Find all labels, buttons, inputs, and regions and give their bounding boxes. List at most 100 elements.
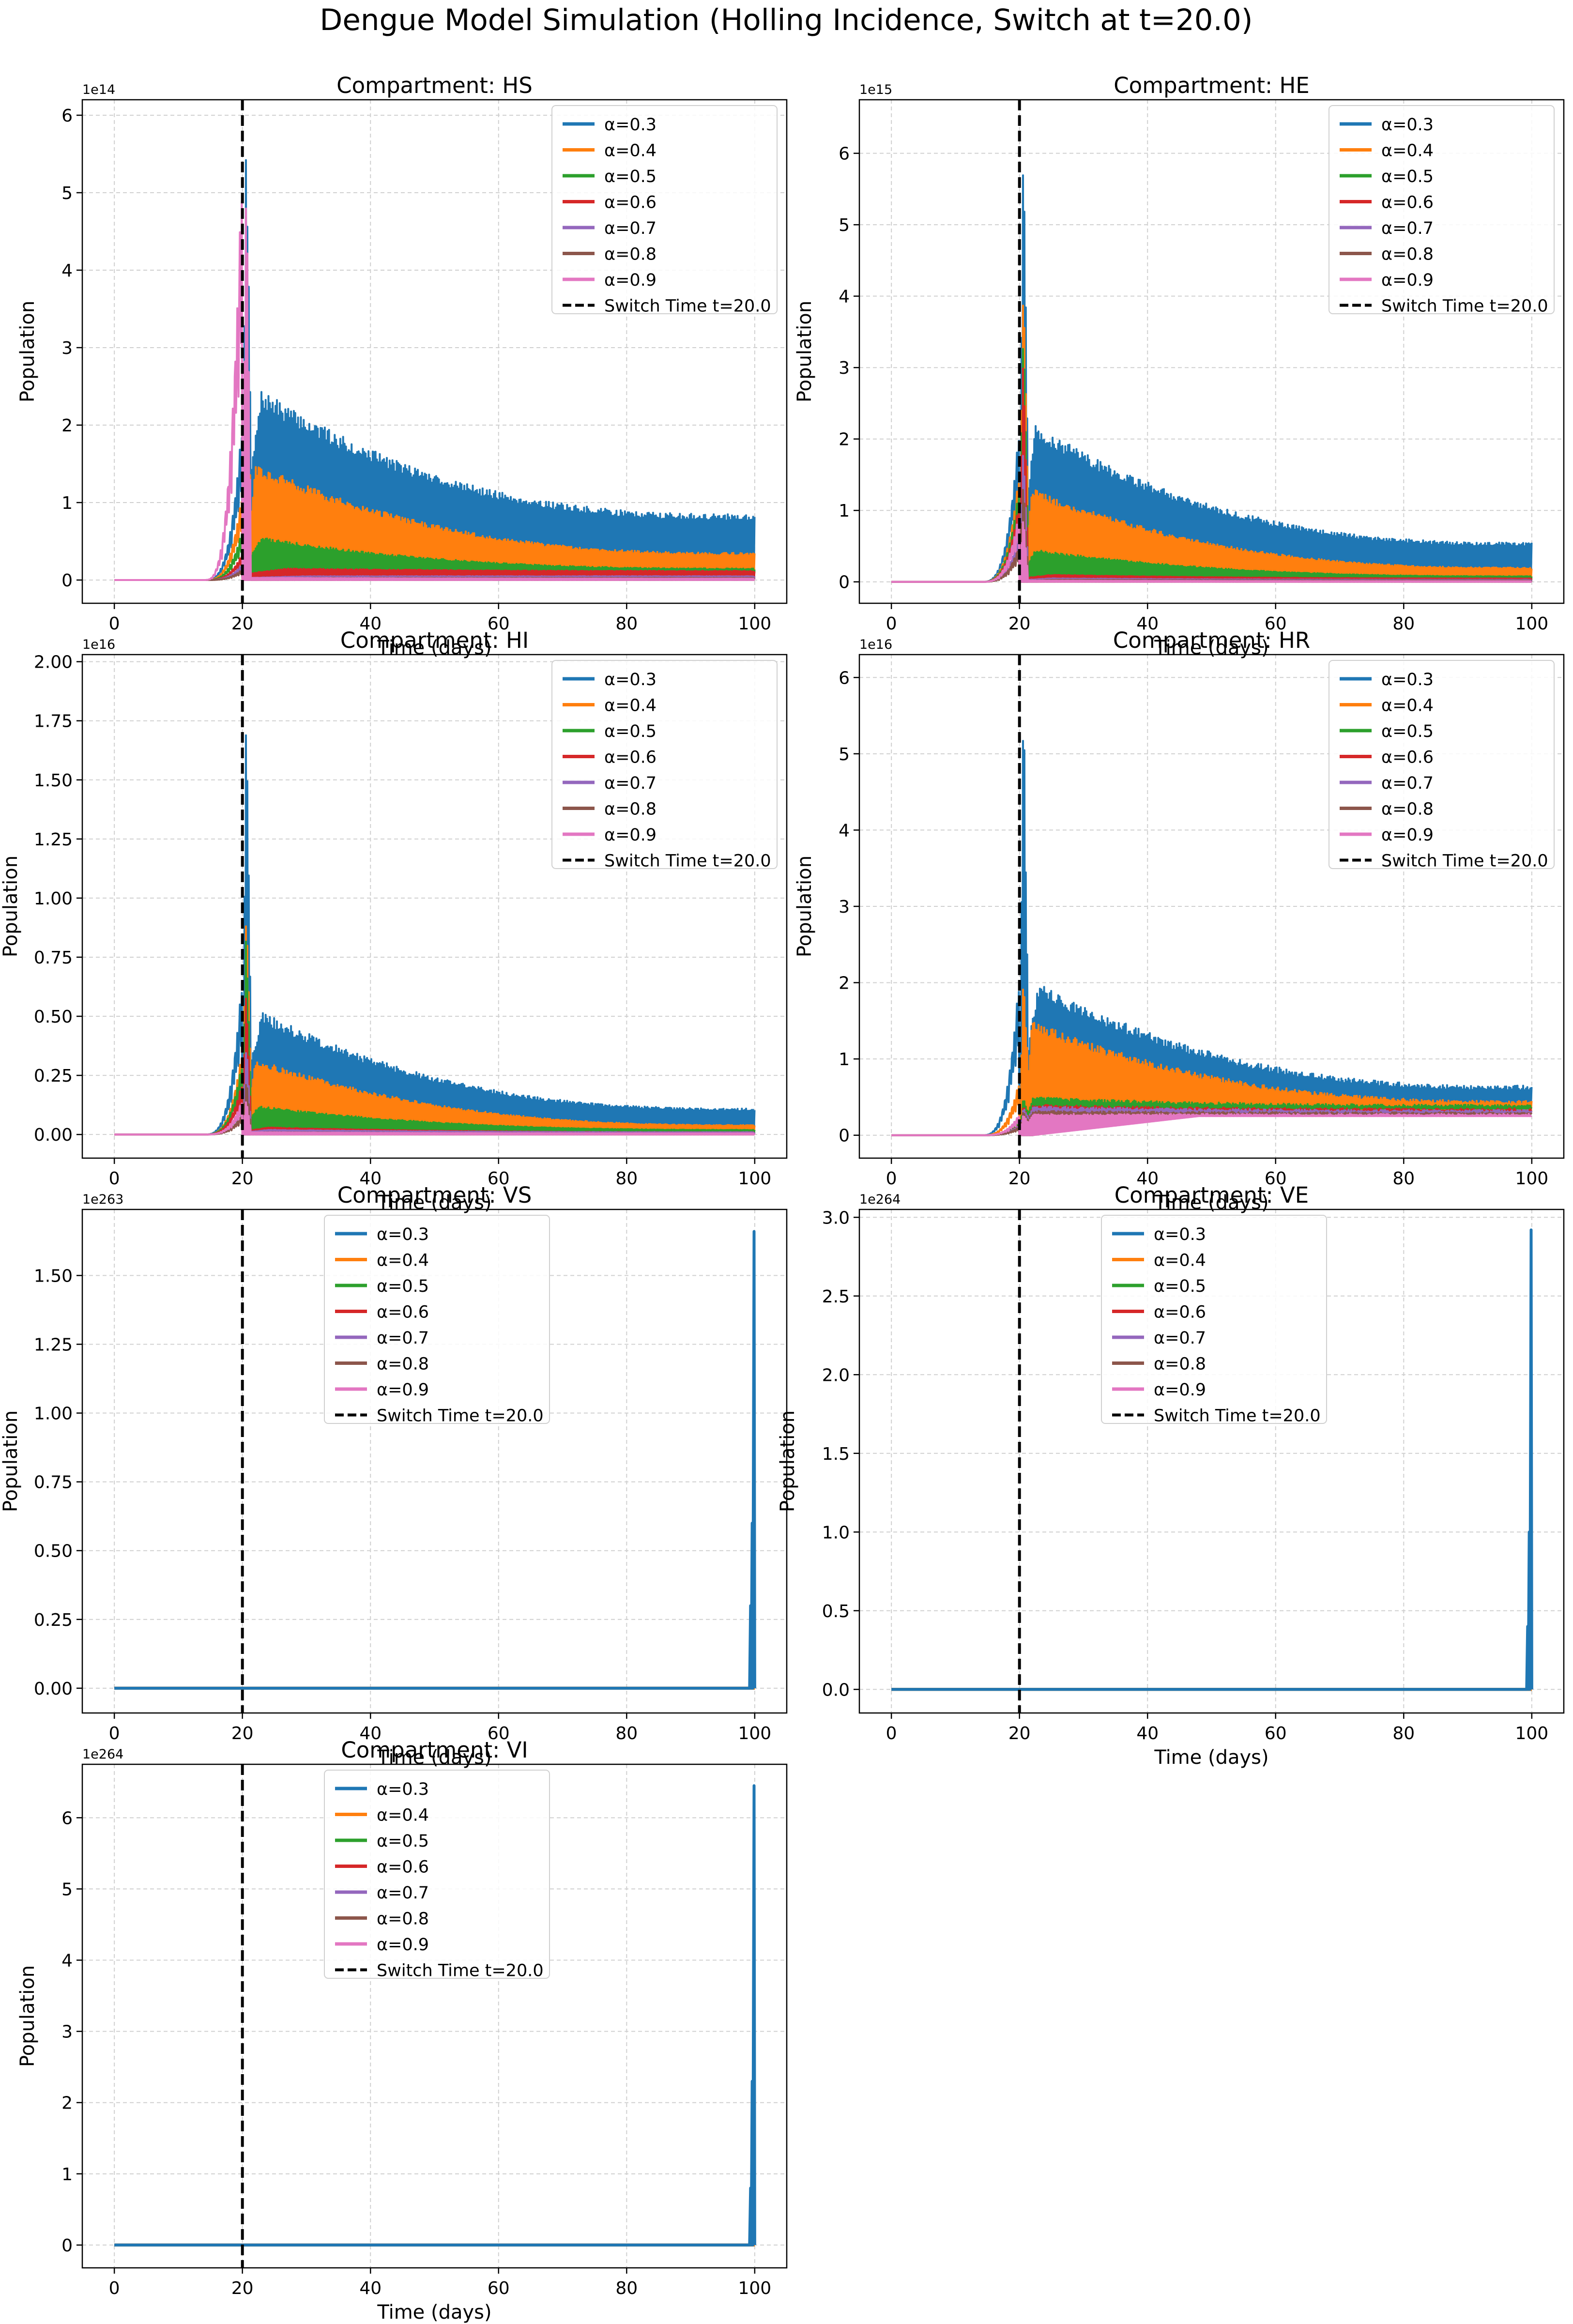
ticks: 0 20 40 60 80 100 0 1 2 3 4 5 6 xyxy=(61,106,771,634)
y-tick-label: 1.50 xyxy=(34,771,73,791)
legend-label: α=0.5 xyxy=(1381,722,1434,741)
x-tick-label: 20 xyxy=(1008,614,1031,634)
legend-label: α=0.4 xyxy=(1381,141,1434,161)
series-line-α=0.3 xyxy=(114,1230,756,1690)
legend-label: α=0.7 xyxy=(604,774,657,793)
y-tick-label: 0.00 xyxy=(34,1679,73,1699)
y-tick-label: 0 xyxy=(61,571,73,591)
legend-label: α=0.6 xyxy=(377,1303,429,1322)
legend-label: Switch Time t=20.0 xyxy=(377,1961,544,1981)
legend-label: α=0.3 xyxy=(377,1780,429,1799)
y-tick-label: 2.00 xyxy=(34,653,73,673)
y-tick-label: 3 xyxy=(839,897,850,917)
y-tick-label: 0.75 xyxy=(34,948,73,968)
y-tick-label: 6 xyxy=(61,1808,73,1828)
x-tick-label: 100 xyxy=(738,1724,772,1743)
axis-offset-text: 1e263 xyxy=(82,1192,123,1207)
legend: α=0.3 α=0.4 α=0.5 α=0.6 α=0.7 α=0.8 α=0.9 Switc… xyxy=(324,1215,550,1426)
ticks: 0 20 40 60 80 100 0 1 2 3 4 5 6 xyxy=(61,1808,771,2298)
subplot-he: 0 20 40 60 80 100 0 1 2 3 4 5 6 1e15 Compartment: HE Ti… xyxy=(794,73,1565,659)
x-axis-label: Time (days) xyxy=(1154,1746,1268,1769)
x-tick-label: 40 xyxy=(359,1169,382,1189)
y-tick-label: 3 xyxy=(61,338,73,358)
x-axis-label: Time (days) xyxy=(377,1746,491,1769)
legend-label: α=0.6 xyxy=(1381,748,1434,767)
x-tick-label: 0 xyxy=(109,1169,120,1189)
series-line-α=0.9 xyxy=(891,1113,1532,1136)
y-tick-label: 0.50 xyxy=(34,1542,73,1561)
legend-label: α=0.6 xyxy=(604,748,657,767)
y-axis-label: Population xyxy=(16,301,39,402)
x-tick-label: 40 xyxy=(359,1724,382,1743)
y-tick-label: 1 xyxy=(839,501,850,521)
y-tick-label: 0.00 xyxy=(34,1125,73,1145)
y-tick-label: 1.00 xyxy=(34,889,73,909)
legend: α=0.3 α=0.4 α=0.5 α=0.6 α=0.7 α=0.8 α=0.9 Switc… xyxy=(551,660,778,871)
y-tick-label: 3.0 xyxy=(822,1208,850,1228)
legend-box xyxy=(1329,660,1555,869)
subplot-hi: 0 20 40 60 80 100 0.00 0.25 0.50 0.75 1.00 1.25 1.50… xyxy=(0,627,788,1214)
x-tick-label: 40 xyxy=(1136,614,1159,634)
legend-label: α=0.8 xyxy=(604,245,657,264)
subplot-title: Compartment: HR xyxy=(1113,627,1310,653)
x-tick-label: 100 xyxy=(738,614,772,634)
x-tick-label: 100 xyxy=(1515,614,1549,634)
legend-box xyxy=(324,1770,550,1979)
x-tick-label: 60 xyxy=(1265,1169,1287,1189)
x-tick-label: 80 xyxy=(615,1169,638,1189)
legend: α=0.3 α=0.4 α=0.5 α=0.6 α=0.7 α=0.8 α=0.9 Switc… xyxy=(1101,1215,1327,1426)
plot-area xyxy=(891,174,1533,583)
legend-label: α=0.8 xyxy=(1381,800,1434,819)
legend-label: α=0.7 xyxy=(1381,219,1434,238)
ticks: 0 20 40 60 80 100 0.00 0.25 0.50 0.75 1.00 1.25 1.50… xyxy=(34,653,771,1189)
legend-label: α=0.4 xyxy=(604,141,657,161)
y-tick-label: 0.25 xyxy=(34,1610,73,1630)
plot-area xyxy=(114,159,756,581)
axis-offset-text: 1e16 xyxy=(859,637,892,652)
y-axis-label: Population xyxy=(0,1410,22,1512)
legend-label: α=0.3 xyxy=(604,670,657,689)
subplot-title: Compartment: HS xyxy=(336,73,533,98)
x-tick-label: 20 xyxy=(1008,1169,1031,1189)
legend-label: α=0.7 xyxy=(377,1329,429,1348)
legend-label: α=0.6 xyxy=(377,1858,429,1877)
y-tick-label: 1.25 xyxy=(34,830,73,850)
y-tick-label: 5 xyxy=(839,745,850,764)
ticks: 0 20 40 60 80 100 0 1 2 3 4 5 6 xyxy=(839,144,1548,634)
x-tick-label: 80 xyxy=(615,1724,638,1743)
axis-offset-text: 1e14 xyxy=(82,82,115,97)
x-tick-label: 0 xyxy=(886,1724,897,1743)
legend-label: α=0.9 xyxy=(377,1380,429,1400)
x-tick-label: 40 xyxy=(1136,1169,1159,1189)
legend-label: α=0.3 xyxy=(1381,115,1434,135)
plot-area xyxy=(891,740,1533,1136)
legend-label: α=0.3 xyxy=(1381,670,1434,689)
axis-offset-text: 1e15 xyxy=(859,82,892,97)
y-tick-label: 2 xyxy=(61,2094,73,2113)
legend-label: α=0.8 xyxy=(1154,1355,1206,1374)
x-axis-label: Time (days) xyxy=(1154,1192,1268,1214)
x-tick-label: 100 xyxy=(738,2278,772,2298)
y-tick-label: 1 xyxy=(61,2165,73,2185)
legend-label: Switch Time t=20.0 xyxy=(604,852,771,871)
plot-area xyxy=(114,1230,756,1690)
legend-label: α=0.7 xyxy=(377,1883,429,1903)
figure-title: Dengue Model Simulation (Holling Inciden… xyxy=(320,3,1252,37)
x-tick-label: 20 xyxy=(231,1169,254,1189)
y-tick-label: 1.5 xyxy=(822,1444,850,1464)
x-axis-label: Time (days) xyxy=(1154,637,1268,659)
x-tick-label: 80 xyxy=(615,2278,638,2298)
x-tick-label: 0 xyxy=(886,614,897,634)
x-tick-label: 20 xyxy=(1008,1724,1031,1743)
axes-frame xyxy=(858,99,1565,604)
legend-label: Switch Time t=20.0 xyxy=(604,297,771,316)
ticks: 0 20 40 60 80 100 0.0 0.5 1.0 1.5 2.0 2.5 3.0 xyxy=(822,1208,1548,1743)
legend-label: α=0.4 xyxy=(1154,1251,1206,1270)
axes-frame xyxy=(81,654,788,1159)
x-tick-label: 0 xyxy=(109,2278,120,2298)
axes-frame xyxy=(858,1208,1565,1714)
y-tick-label: 0.25 xyxy=(34,1066,73,1086)
legend-box xyxy=(551,105,778,314)
